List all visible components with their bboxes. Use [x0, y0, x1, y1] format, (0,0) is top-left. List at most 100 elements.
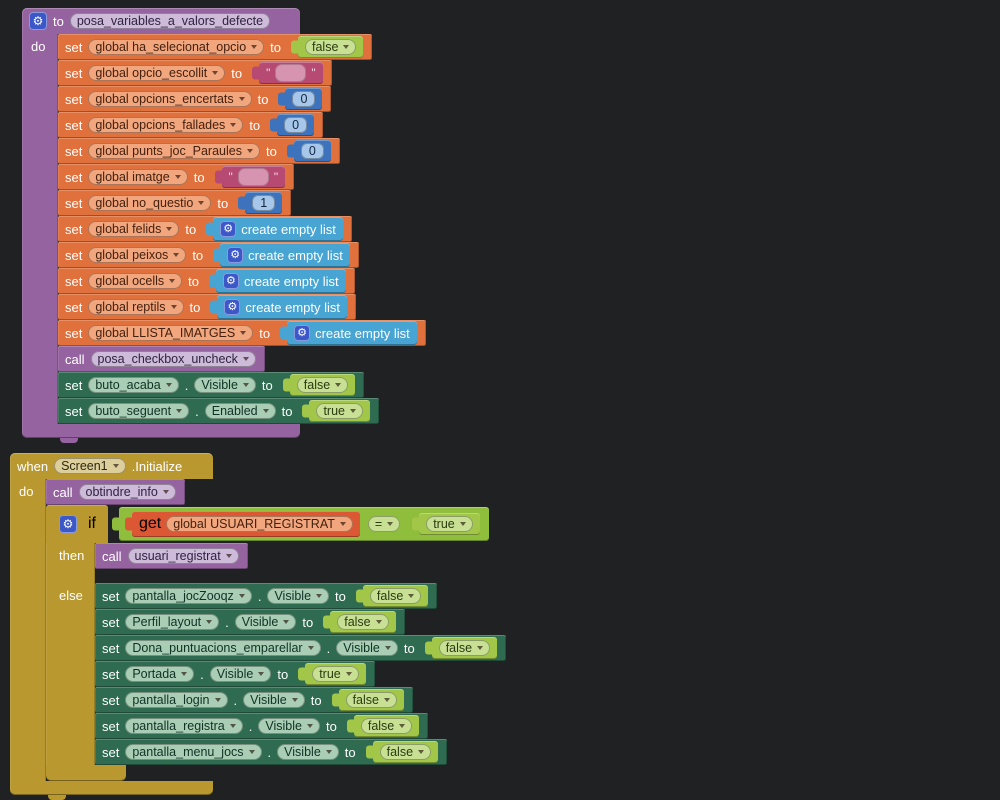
get-variable-block[interactable]: get global USUARI_REGISTRAT	[132, 511, 360, 537]
component-dropdown[interactable]: pantalla_login	[125, 691, 228, 709]
set-variable-block[interactable]: set global opcions_fallades to 0	[58, 112, 324, 138]
property-dropdown[interactable]: Visible	[243, 691, 305, 709]
number-value-field[interactable]: 0	[284, 116, 308, 134]
set-variable-block[interactable]: set global LLISTA_IMATGES to create empt…	[58, 320, 426, 346]
set-component-property-block[interactable]: set pantalla_jocZooqz . Visible	[95, 583, 438, 609]
create-empty-list-block[interactable]: create empty list	[213, 217, 343, 241]
number-value-field[interactable]: 0	[300, 142, 324, 160]
variable-dropdown[interactable]: global ha_selecionat_opcio	[88, 38, 265, 56]
number-value-block[interactable]: 0	[285, 88, 323, 110]
set-component-property-block[interactable]: set pantalla_menu_jocs . Visible	[95, 739, 448, 765]
equals-comparison-block[interactable]: get global USUARI_REGISTRAT =	[119, 507, 489, 541]
set-variable-block[interactable]: set global ocells to create empty list	[58, 268, 355, 294]
property-dropdown[interactable]: Enabled	[204, 402, 276, 420]
logic-value-block[interactable]: false	[362, 585, 429, 607]
component-dropdown[interactable]: pantalla_jocZooqz	[125, 587, 252, 605]
procedure-dropdown[interactable]: obtindre_info	[78, 483, 176, 501]
logic-value-block[interactable]: false	[431, 637, 498, 659]
mutator-gear-icon[interactable]	[224, 299, 241, 315]
variable-dropdown[interactable]: global USUARI_REGISTRAT	[166, 515, 353, 533]
logic-value-dropdown[interactable]: false	[438, 639, 491, 657]
number-value-block[interactable]: 0	[277, 114, 315, 136]
variable-dropdown[interactable]: global opcions_fallades	[88, 116, 244, 134]
set-variable-block[interactable]: set global reptils to create empty list	[58, 294, 357, 320]
mutator-gear-icon[interactable]	[294, 325, 311, 341]
mutator-gear-icon[interactable]	[220, 221, 237, 237]
component-dropdown[interactable]: Screen1	[54, 457, 126, 475]
variable-dropdown[interactable]: global peixos	[88, 246, 187, 264]
logic-value-dropdown[interactable]: false	[360, 717, 413, 735]
create-empty-list-block[interactable]: create empty list	[220, 243, 350, 267]
component-dropdown[interactable]: Portada	[125, 665, 195, 683]
variable-dropdown[interactable]: global opcions_encertats	[88, 90, 252, 108]
property-dropdown[interactable]: Visible	[258, 717, 320, 735]
component-dropdown[interactable]: Dona_puntuacions_emparellar	[125, 639, 321, 657]
if-block[interactable]: if get global USUARI_REGISTRAT	[46, 505, 507, 781]
set-component-property-block[interactable]: set buto_acaba . Visible to false	[58, 372, 365, 398]
logic-value-block[interactable]: true	[309, 400, 370, 422]
logic-value-block[interactable]: true	[305, 663, 366, 685]
call-procedure-block[interactable]: call usuari_registrat	[95, 543, 248, 569]
set-component-property-block[interactable]: set buto_seguent . Enabled to true	[58, 398, 379, 424]
set-variable-block[interactable]: set global imatge to " "	[58, 164, 295, 190]
set-component-property-block[interactable]: set Portada . Visible to	[95, 661, 375, 687]
procedure-name-field[interactable]: posa_variables_a_valors_defecte	[69, 12, 271, 30]
component-dropdown[interactable]: Perfil_layout	[125, 613, 220, 631]
variable-dropdown[interactable]: global reptils	[88, 298, 184, 316]
set-component-property-block[interactable]: set pantalla_registra . Visible	[95, 713, 429, 739]
set-variable-block[interactable]: set global peixos to create empty list	[58, 242, 359, 268]
variable-dropdown[interactable]: global imatge	[88, 168, 188, 186]
component-dropdown[interactable]: pantalla_menu_jocs	[125, 743, 262, 761]
logic-value-block[interactable]: false	[330, 611, 396, 633]
logic-value-dropdown[interactable]: true	[426, 515, 473, 533]
variable-dropdown[interactable]: global felids	[88, 220, 180, 238]
logic-value-block[interactable]: true	[419, 513, 480, 535]
logic-value-dropdown[interactable]: false	[369, 587, 422, 605]
logic-value-dropdown[interactable]: false	[296, 376, 349, 394]
text-value-block[interactable]: " "	[221, 166, 286, 188]
component-dropdown[interactable]: buto_seguent	[88, 402, 190, 420]
set-variable-block[interactable]: set global ha_selecionat_opcio to false	[58, 34, 373, 60]
set-variable-block[interactable]: set global opcio_escollit to " "	[58, 60, 332, 86]
logic-value-block[interactable]: false	[338, 689, 404, 711]
procedure-block-bottom[interactable]	[22, 424, 300, 443]
property-dropdown[interactable]: Visible	[277, 743, 339, 761]
logic-value-block[interactable]: false	[372, 741, 439, 763]
text-value-block[interactable]: " "	[259, 62, 323, 84]
logic-value-dropdown[interactable]: false	[337, 613, 389, 631]
text-value-field[interactable]	[237, 168, 269, 186]
procedure-dropdown[interactable]: usuari_registrat	[127, 547, 239, 565]
variable-dropdown[interactable]: global opcio_escollit	[88, 64, 226, 82]
set-component-property-block[interactable]: set pantalla_login . Visible	[95, 687, 413, 713]
number-value-field[interactable]: 1	[252, 194, 276, 212]
text-value-field[interactable]	[275, 64, 307, 82]
event-header[interactable]: when Screen1 .Initialize	[10, 453, 213, 479]
variable-dropdown[interactable]: global punts_joc_Paraules	[88, 142, 260, 160]
set-variable-block[interactable]: set global no_questio to 1	[58, 190, 292, 216]
set-variable-block[interactable]: set global punts_joc_Paraules to 0	[58, 138, 340, 164]
set-component-property-block[interactable]: set Dona_puntuacions_emparellar . Visibl…	[95, 635, 507, 661]
property-dropdown[interactable]: Visible	[194, 376, 256, 394]
mutator-gear-icon[interactable]	[29, 12, 47, 30]
variable-dropdown[interactable]: global LLISTA_IMATGES	[88, 324, 254, 342]
variable-dropdown[interactable]: global ocells	[88, 272, 183, 290]
call-procedure-block[interactable]: call posa_checkbox_uncheck	[58, 346, 265, 372]
property-dropdown[interactable]: Visible	[209, 665, 272, 683]
equals-operator-dropdown[interactable]: =	[367, 515, 401, 533]
logic-value-dropdown[interactable]: true	[312, 665, 359, 683]
event-block-bottom[interactable]	[10, 781, 213, 800]
if-header[interactable]: if	[46, 505, 108, 543]
create-empty-list-block[interactable]: create empty list	[217, 295, 348, 319]
procedure-header[interactable]: to posa_variables_a_valors_defecte	[22, 8, 300, 34]
number-value-field[interactable]: 0	[292, 90, 316, 108]
property-dropdown[interactable]: Visible	[267, 587, 330, 605]
logic-value-dropdown[interactable]: false	[379, 743, 432, 761]
number-value-block[interactable]: 1	[245, 192, 283, 214]
logic-value-block[interactable]: false	[289, 374, 356, 396]
create-empty-list-block[interactable]: create empty list	[215, 269, 346, 293]
mutator-gear-icon[interactable]	[222, 273, 239, 289]
create-empty-list-block[interactable]: create empty list	[287, 321, 417, 345]
logic-value-dropdown[interactable]: false	[345, 691, 397, 709]
logic-value-dropdown[interactable]: true	[316, 402, 363, 420]
procedure-dropdown[interactable]: posa_checkbox_uncheck	[90, 350, 256, 368]
